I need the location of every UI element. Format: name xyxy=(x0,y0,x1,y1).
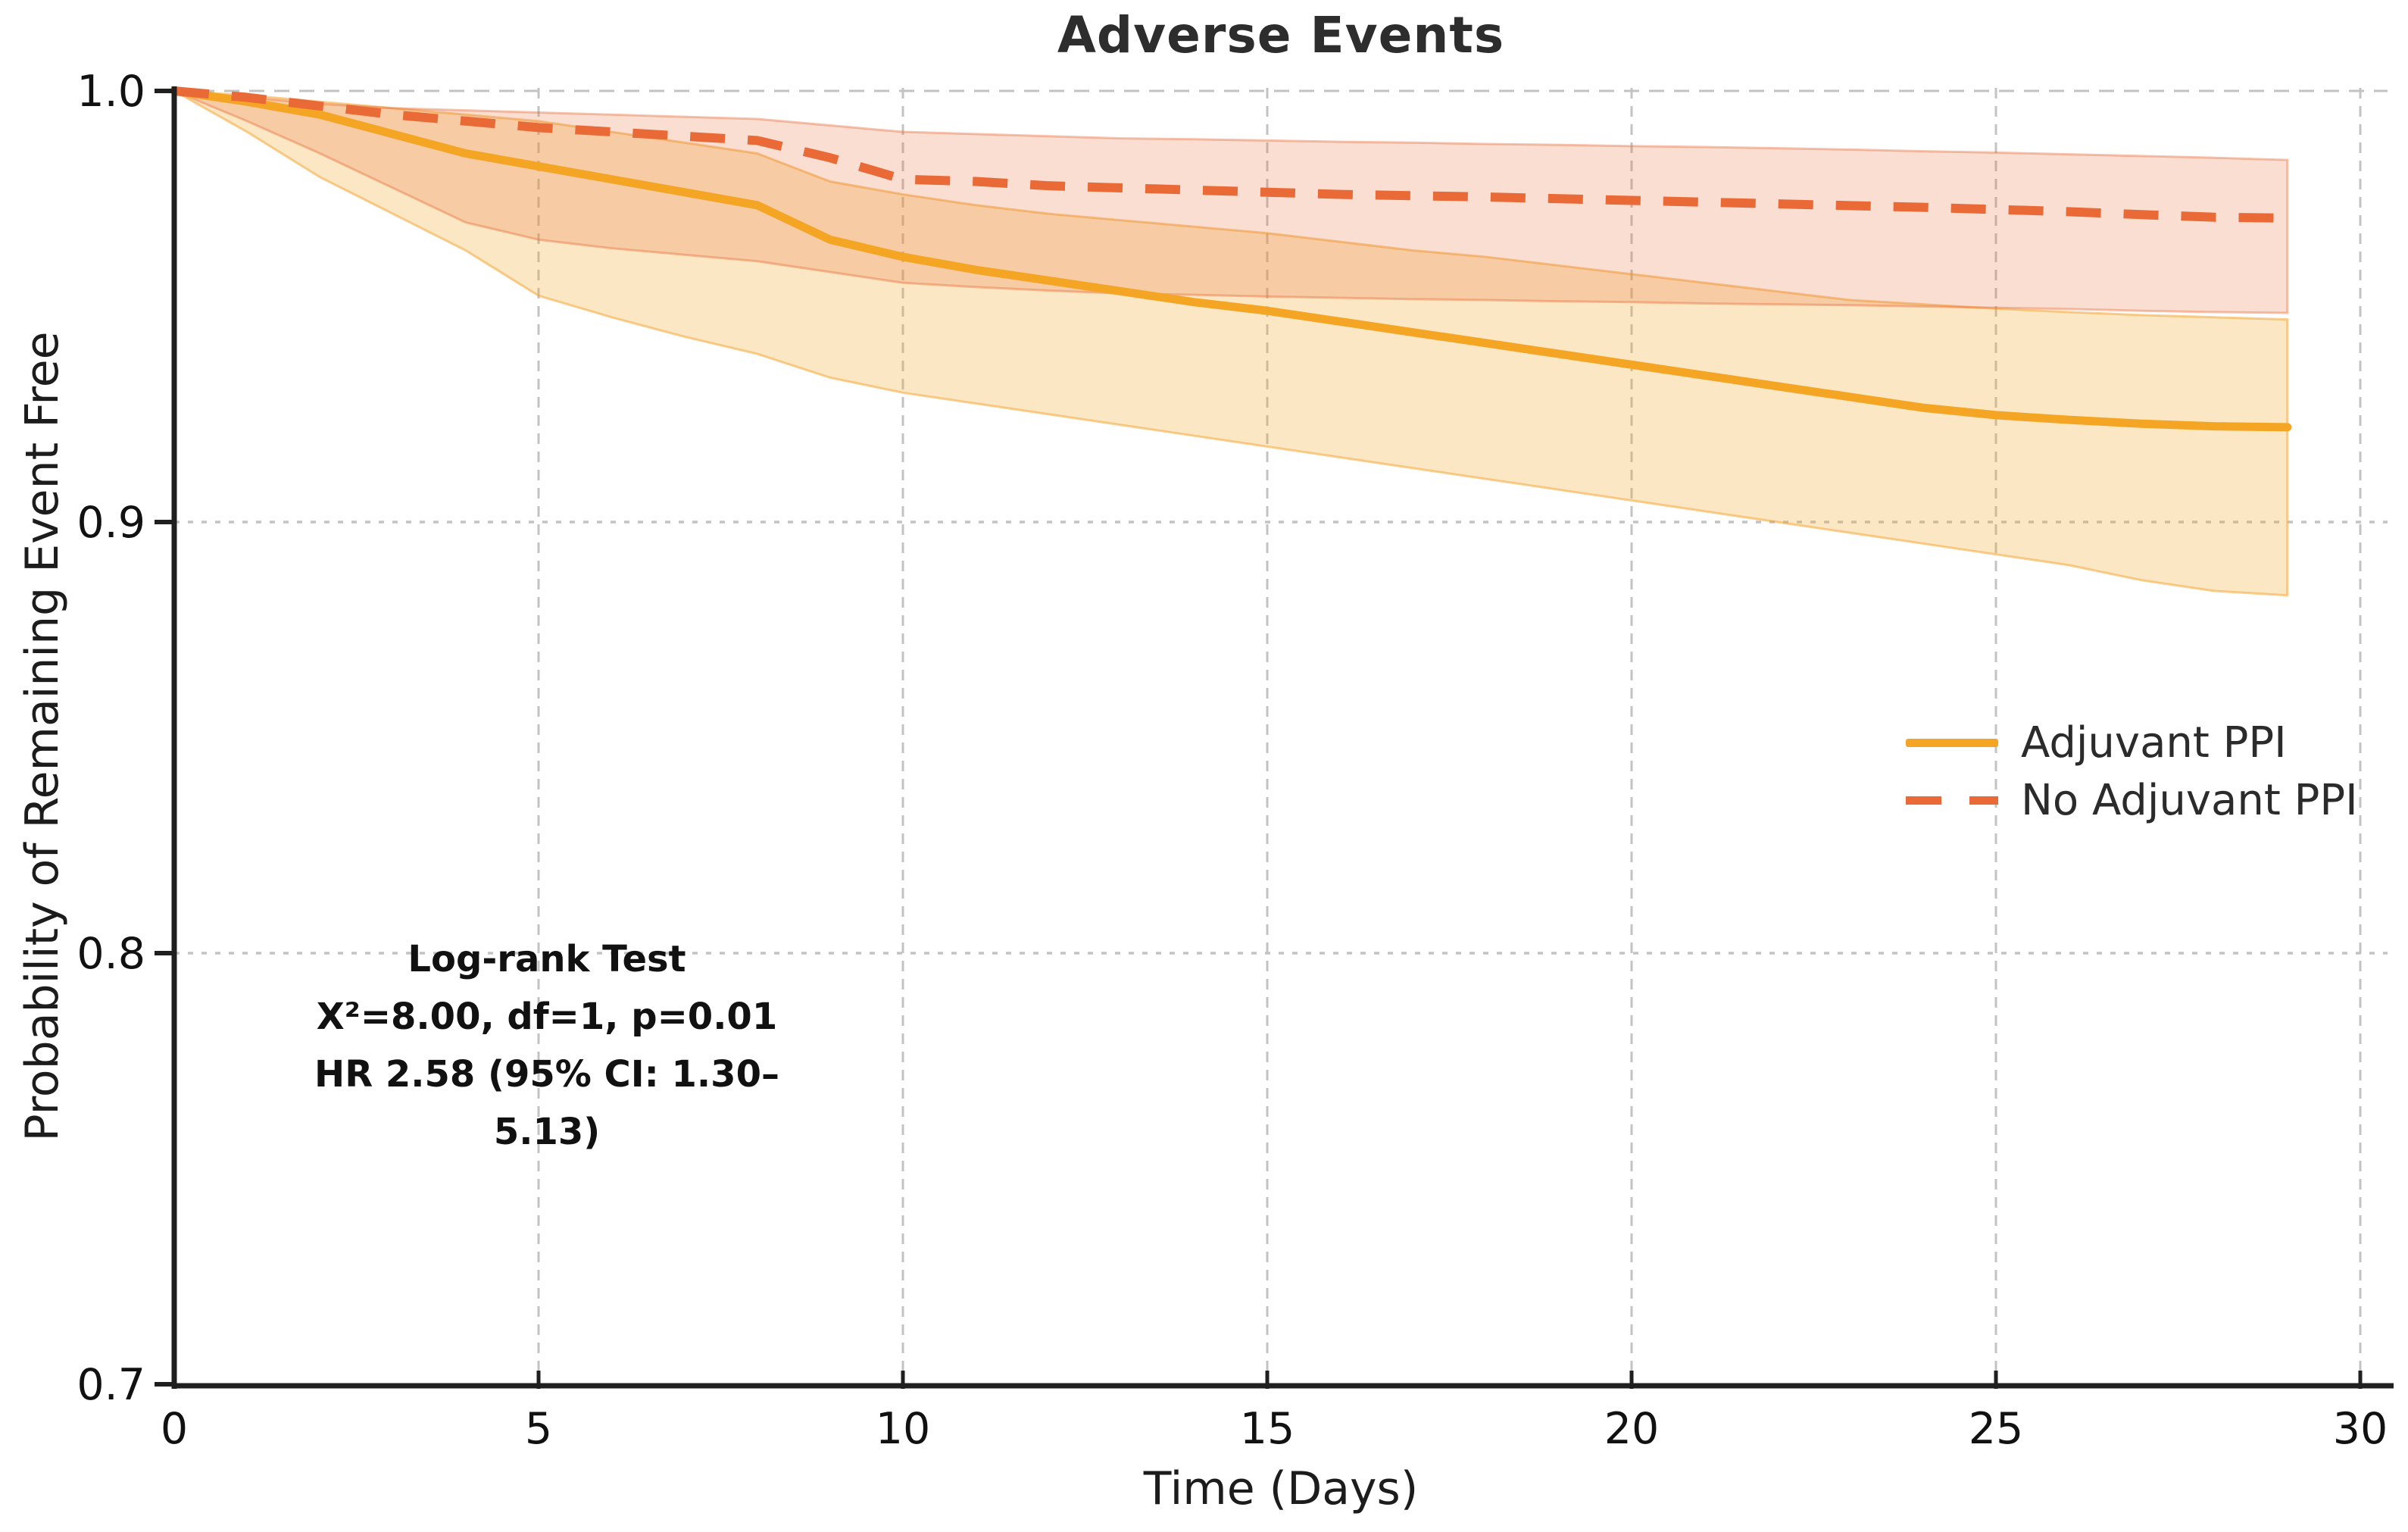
y-tick-label: 1.0 xyxy=(77,67,145,117)
annotation-line-3: HR 2.58 (95% CI: 1.30–5.13) xyxy=(314,1053,779,1153)
y-tick-label: 0.7 xyxy=(77,1360,145,1410)
x-tick-label: 25 xyxy=(1969,1404,2024,1454)
x-tick-label: 10 xyxy=(876,1404,931,1454)
y-tick-label: 0.8 xyxy=(77,929,145,979)
curve-no-adjuvant-ppi xyxy=(173,86,2288,223)
legend-label: No Adjuvant PPI xyxy=(2021,775,2358,825)
x-tick-label: 5 xyxy=(525,1404,552,1454)
ci-band-no-adjuvant-ppi xyxy=(173,89,2289,314)
y-tick-label: 0.9 xyxy=(77,498,145,548)
x-tick-label: 15 xyxy=(1240,1404,1295,1454)
x-tick-label: 20 xyxy=(1604,1404,1660,1454)
annotation-line-1: Log-rank Test xyxy=(408,938,686,980)
ci-band-adjuvant-ppi xyxy=(173,89,2289,597)
legend-item-adjuvant-ppi: Adjuvant PPI xyxy=(1906,714,2358,771)
logrank-annotation: Log-rank Test X²=8.00, df=1, p=0.01 HR 2… xyxy=(273,930,821,1161)
curve-adjuvant-ppi xyxy=(170,86,2292,432)
legend-item-no-adjuvant-ppi: No Adjuvant PPI xyxy=(1906,771,2358,829)
x-tick-label: 0 xyxy=(161,1404,188,1454)
x-axis-label: Time (Days) xyxy=(1143,1462,1419,1515)
solid-line-swatch-icon xyxy=(1906,738,1998,747)
annotation-line-2: X²=8.00, df=1, p=0.01 xyxy=(316,996,778,1038)
chart-title: Adverse Events xyxy=(1057,6,1505,64)
dashed-line-swatch-icon xyxy=(1906,796,1998,805)
y-axis-label: Probability of Remaining Event Free xyxy=(16,331,69,1142)
legend: Adjuvant PPI No Adjuvant PPI xyxy=(1906,714,2358,829)
legend-label: Adjuvant PPI xyxy=(2021,718,2287,768)
x-tick-label: 30 xyxy=(2333,1404,2388,1454)
